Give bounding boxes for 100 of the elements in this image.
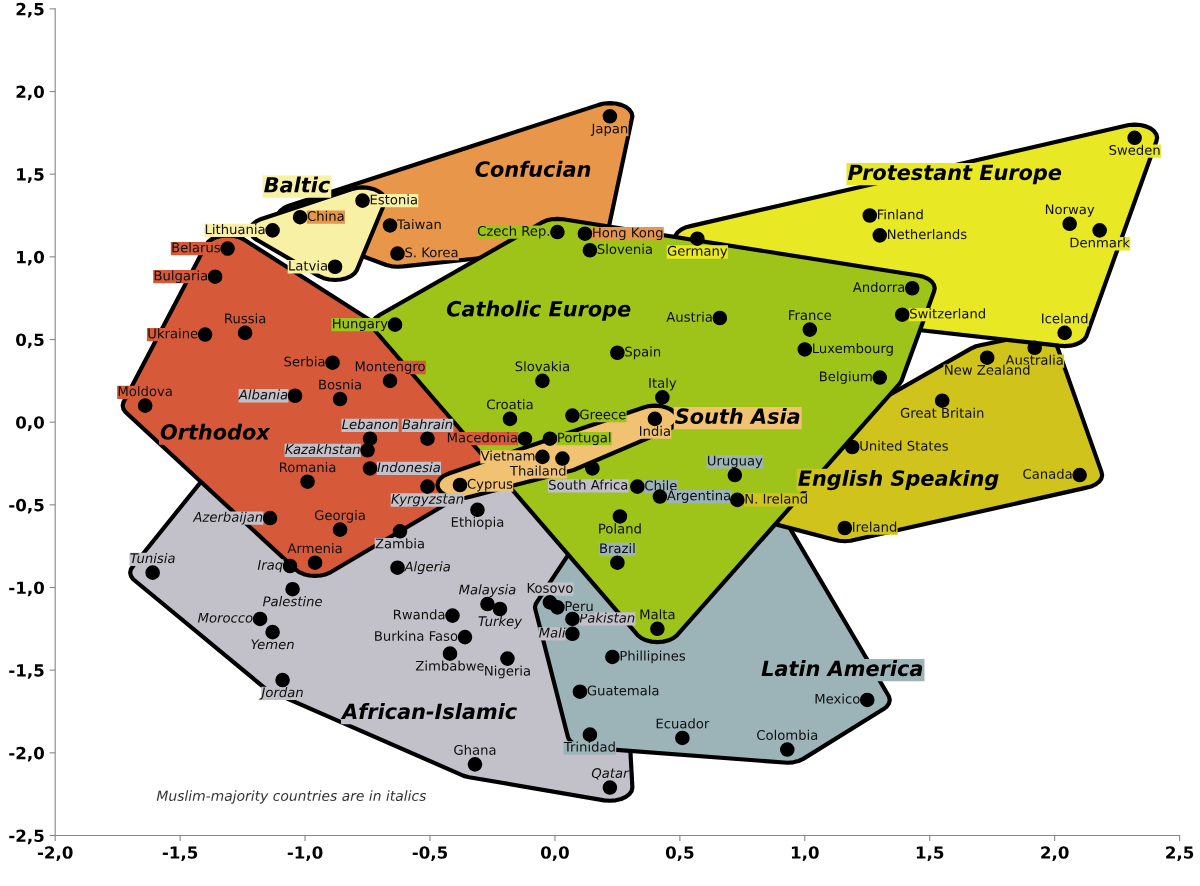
data-label: China [307, 210, 344, 221]
point [1092, 223, 1107, 238]
point [442, 646, 458, 661]
data-label: Yemen [251, 639, 294, 650]
point [265, 624, 280, 640]
data-label: Albania [238, 389, 288, 400]
data-label: Denmark [1070, 237, 1130, 248]
point [1072, 467, 1087, 483]
data-label: Slovakia [515, 361, 569, 372]
point [392, 524, 408, 539]
point [457, 629, 473, 645]
data-label: Uruguay [707, 455, 763, 469]
point [387, 317, 403, 332]
data-label: Netherlands [888, 228, 967, 240]
x-tick-label: 0,0 [540, 846, 569, 861]
point [612, 509, 628, 524]
point [332, 522, 348, 537]
point [837, 520, 853, 536]
y-tick-label: 0,5 [16, 333, 44, 349]
point [630, 479, 645, 494]
data-label: New Zealand [945, 364, 1030, 375]
point [650, 621, 665, 637]
data-label: Zambia [375, 538, 424, 549]
series-label: Orthodox [160, 423, 271, 440]
data-label: France [789, 310, 832, 321]
series-label: Baltic [264, 176, 330, 193]
annotation: Muslim-majority countries are in italics [156, 790, 427, 804]
point [894, 307, 910, 322]
point [145, 565, 160, 580]
point [467, 757, 483, 772]
point [332, 391, 348, 407]
point [252, 611, 268, 627]
y-tick-label: -1,0 [9, 581, 44, 597]
data-label: Chile [645, 480, 677, 491]
data-label: Andorra [852, 281, 905, 293]
data-label: Russia [225, 313, 266, 324]
data-label: Taiwan [396, 219, 441, 230]
data-label: Belgium [820, 371, 872, 384]
point [780, 742, 795, 757]
point [300, 474, 315, 489]
y-tick-label: 2,5 [16, 2, 44, 18]
data-label: Czech Rep. [477, 225, 550, 239]
point [655, 390, 670, 405]
point [565, 408, 580, 423]
data-label: Kosovo [527, 583, 573, 593]
point [675, 730, 690, 746]
data-label: Lithuania [205, 224, 265, 235]
data-label: Greece [580, 409, 626, 420]
data-label: Phillipines [620, 650, 686, 664]
data-label: Brazil [600, 542, 635, 554]
point [585, 461, 600, 476]
data-label: Macedonia [447, 432, 517, 443]
data-label: Armenia [287, 542, 342, 554]
data-label: Kazakhstan [285, 443, 360, 455]
data-label: Bulgaria [154, 270, 207, 284]
data-label: Germany [667, 245, 728, 259]
point [802, 322, 818, 337]
point [452, 477, 468, 493]
data-label: Ukraine [148, 328, 198, 339]
y-tick-label: -2,0 [9, 746, 44, 762]
x-tick-label: 1,0 [791, 846, 819, 861]
point [445, 608, 460, 623]
point [220, 241, 235, 256]
point [517, 431, 533, 446]
data-label: Qatar [591, 768, 630, 780]
point [550, 600, 565, 615]
data-label: Pakistan [579, 612, 635, 623]
point [542, 431, 558, 446]
data-label: Azerbaijan [192, 511, 263, 525]
data-label: Zimbabwe [415, 660, 484, 671]
data-label: Belarus [172, 242, 221, 253]
data-label: Austria [666, 311, 712, 322]
point [285, 581, 300, 597]
x-tick-label: -1,5 [162, 846, 198, 861]
data-label: Ethiopia [451, 516, 504, 530]
point [712, 310, 728, 326]
point [287, 388, 303, 404]
y-tick-label: 1,0 [17, 250, 44, 266]
point [500, 651, 515, 666]
data-label: Nigeria [485, 665, 530, 679]
point [602, 109, 618, 124]
data-label: Finland [878, 209, 923, 220]
point [572, 684, 588, 699]
data-label: Ghana [454, 744, 496, 755]
data-label: Guatemala [587, 685, 659, 696]
point [382, 373, 398, 389]
data-label: Italy [649, 377, 677, 391]
point [502, 411, 518, 427]
data-label: N. Ireland [745, 493, 807, 504]
point [550, 224, 565, 240]
series-label: African-Islamic [340, 703, 517, 720]
data-label: S. Korea [405, 247, 458, 258]
point [602, 780, 618, 795]
data-label: Turkey [478, 615, 523, 629]
point [610, 555, 625, 570]
data-label: Hungary [333, 318, 388, 332]
data-label: India [639, 425, 670, 437]
data-label: Georgia [314, 509, 365, 523]
point [582, 242, 598, 258]
point [582, 727, 598, 742]
